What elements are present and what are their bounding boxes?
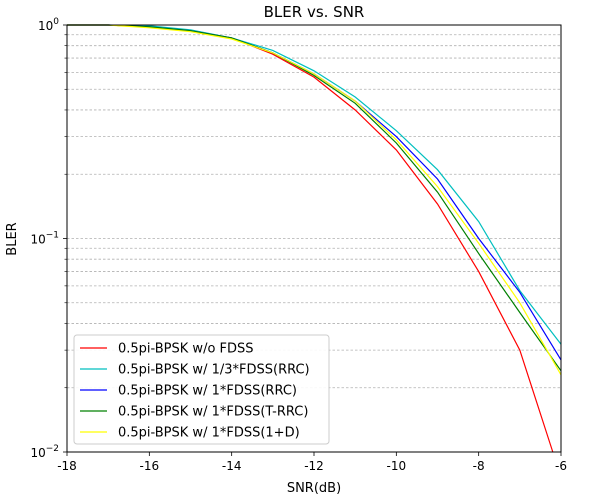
y-tick-label: 10−1 (30, 231, 59, 247)
legend-box (73, 334, 330, 445)
legend-label: 0.5pi-BPSK w/ 1*FDSS(T-RRC) (118, 405, 308, 420)
legend-label: 0.5pi-BPSK w/o FDSS (118, 342, 254, 357)
x-tick-label: -18 (57, 459, 77, 473)
x-tick-label: -8 (473, 459, 485, 473)
x-axis: -18 -16 -14 -12 -10 -8 -6 (57, 452, 567, 473)
chart-title: BLER vs. SNR (264, 3, 365, 21)
y-tick-label: 100 (38, 17, 59, 33)
grid-lines (67, 34, 561, 389)
x-tick-label: -6 (555, 459, 567, 473)
legend-label: 0.5pi-BPSK w/ 1/3*FDSS(RRC) (118, 363, 310, 378)
series-line-5 (67, 24, 562, 376)
legend: 0.5pi-BPSK w/o FDSS 0.5pi-BPSK w/ 1/3*FDS… (73, 334, 330, 445)
x-axis-label: SNR(dB) (287, 481, 341, 496)
y-axis: 100 10−1 10−2 (30, 17, 67, 460)
x-tick-label: -14 (222, 459, 242, 473)
series-layer (67, 24, 562, 453)
x-tick-label: -12 (304, 459, 324, 473)
y-axis-label: BLER (5, 222, 20, 255)
series-line-4 (67, 24, 562, 372)
series-line-2 (67, 24, 562, 345)
legend-label: 0.5pi-BPSK w/ 1*FDSS(RRC) (118, 384, 297, 399)
x-tick-label: -10 (387, 459, 407, 473)
y-tick-label: 10−2 (30, 444, 59, 460)
x-tick-label: -16 (140, 459, 160, 473)
legend-label: 0.5pi-BPSK w/ 1*FDSS(1+D) (118, 426, 300, 441)
